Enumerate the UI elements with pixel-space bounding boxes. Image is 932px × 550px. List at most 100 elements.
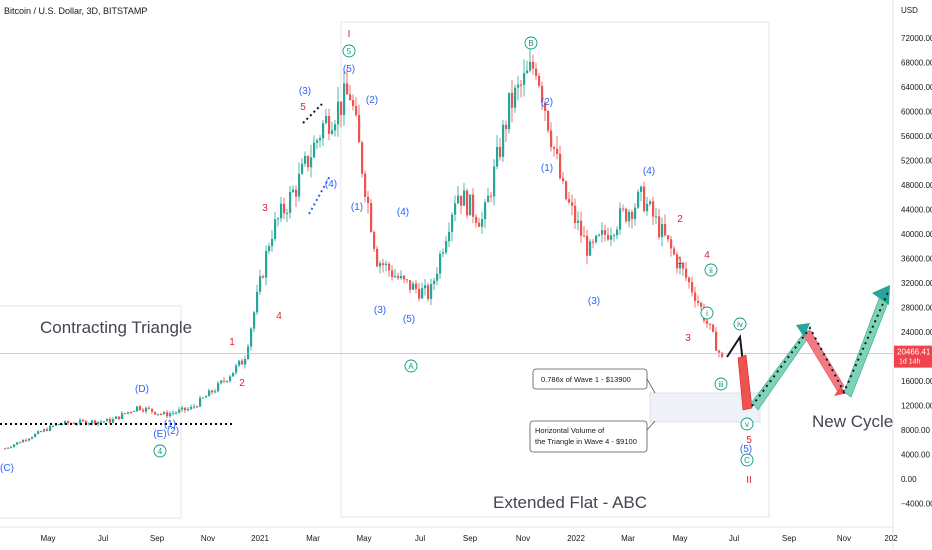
candle-body	[667, 235, 670, 240]
candle-body	[49, 425, 52, 431]
last-price-tag	[894, 345, 932, 368]
candle-body	[610, 235, 613, 240]
candle-body	[190, 406, 193, 409]
y-tick-label: 0.00	[901, 475, 917, 484]
candle-body	[163, 412, 166, 415]
wave-label-blue: (E)	[153, 429, 166, 440]
y-tick-label: 44000.00	[901, 206, 932, 215]
new-cycle-up-arrow-1	[751, 329, 813, 411]
candle-body	[556, 148, 559, 155]
candle-body	[487, 195, 490, 203]
projection-down-arrow	[737, 354, 753, 411]
wave-label-circled: B	[528, 39, 533, 48]
candle-body	[34, 433, 37, 438]
wave-label-circled: 5	[347, 47, 352, 56]
candle-body	[679, 262, 682, 269]
candle-body	[349, 94, 352, 100]
candle-body	[40, 431, 43, 433]
candle-body	[226, 381, 229, 383]
y-tick-label: 64000.00	[901, 83, 932, 92]
fib-callout-pointer	[646, 378, 656, 394]
candle-body	[130, 411, 133, 413]
candle-body	[535, 68, 538, 76]
candle-body	[502, 124, 505, 157]
candle-body	[577, 220, 580, 223]
candle-body	[406, 279, 409, 281]
candle-body	[118, 416, 121, 420]
wave-label-blue: (C)	[0, 463, 14, 474]
wave-label-circled: iii	[718, 380, 724, 389]
candle-body	[670, 239, 673, 249]
candle-body	[31, 437, 34, 439]
candle-body	[52, 425, 55, 427]
triangle-frame	[0, 305, 182, 519]
candle-body	[208, 390, 211, 397]
candle-body	[394, 276, 397, 278]
flat-frame	[340, 21, 770, 518]
candle-body	[376, 248, 379, 267]
new-cycle-up-arrow-2	[843, 295, 890, 398]
candle-body	[217, 383, 220, 392]
candle-body	[178, 409, 181, 413]
candle-body	[496, 146, 499, 167]
candle-body	[64, 421, 67, 425]
candle-body	[397, 276, 400, 279]
candle-body	[19, 442, 22, 444]
candle-body	[301, 163, 304, 174]
wave-label-blue: (4)	[397, 207, 409, 218]
candle-body	[517, 84, 520, 88]
triangle-lower-line	[308, 175, 331, 215]
candle-body	[574, 205, 577, 223]
candle-body	[355, 106, 358, 115]
candle-body	[409, 280, 412, 290]
candle-body	[103, 421, 106, 423]
volume-callout-pointer	[646, 420, 656, 431]
candle-body	[91, 420, 94, 424]
wave-label-red: 1	[229, 337, 235, 348]
candle-body	[715, 331, 718, 351]
x-tick-label: Mar	[621, 534, 635, 543]
candle-body	[493, 166, 496, 197]
candle-body	[433, 280, 436, 285]
candle-body	[334, 124, 337, 131]
candle-body	[292, 189, 295, 192]
candle-body	[307, 155, 310, 168]
last-price-value: 20466.41	[897, 348, 931, 357]
wave-label-circled: A	[408, 362, 414, 371]
candle-body	[313, 142, 316, 158]
wave-label-red: 1	[677, 256, 683, 267]
candle-body	[172, 412, 175, 414]
candle-body	[445, 241, 448, 253]
triangle-upper-line	[302, 103, 323, 124]
candle-body	[652, 201, 655, 217]
candle-body	[4, 448, 7, 450]
fib-callout-text: 0.786x of Wave 1 - $13900	[541, 375, 631, 384]
wave-circle-marker	[153, 444, 167, 458]
candle-body	[403, 275, 406, 280]
candle-body	[442, 252, 445, 254]
candle-body	[676, 254, 679, 269]
wave-label-red: II	[746, 475, 752, 486]
candle-body	[73, 423, 76, 425]
candle-body	[79, 419, 82, 424]
y-tick-label: 72000.00	[901, 34, 932, 43]
candle-body	[85, 420, 88, 425]
candle-body	[109, 418, 112, 423]
candle-body	[46, 429, 49, 431]
candle-body	[76, 423, 79, 425]
candle-body	[538, 75, 541, 86]
candle-body	[160, 413, 163, 415]
candle-body	[154, 411, 157, 415]
wave-circle-marker	[524, 36, 538, 50]
candle-body	[646, 203, 649, 212]
candle-body	[193, 406, 196, 408]
wave-label-blue: (4)	[643, 166, 655, 177]
wave-circle-marker	[740, 453, 754, 467]
candle-body	[124, 413, 127, 415]
candle-body	[37, 431, 40, 434]
candle-body	[97, 421, 100, 425]
candle-body	[94, 420, 97, 425]
candle-body	[586, 235, 589, 256]
arrowhead-2	[834, 387, 848, 396]
candle-body	[82, 419, 85, 421]
